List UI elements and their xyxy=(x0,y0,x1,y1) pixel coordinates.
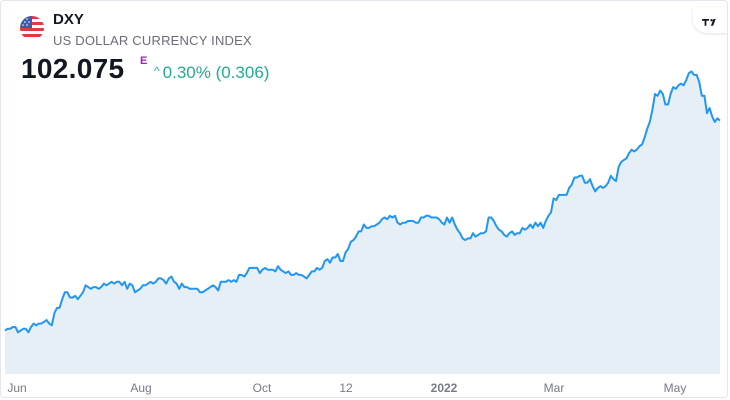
x-axis-tick-label: Oct xyxy=(253,381,272,395)
price-change: ^ 0.30% (0.306) xyxy=(154,63,269,83)
price-flag-badge: E xyxy=(140,55,148,67)
x-axis-tick-label: 12 xyxy=(339,381,353,395)
symbol-description: US DOLLAR CURRENCY INDEX xyxy=(53,33,252,48)
symbol-ticker[interactable]: DXY xyxy=(53,11,84,28)
x-axis-tick-label: Mar xyxy=(544,381,565,395)
time-axis: Jun Aug Oct 12 2022 Mar May xyxy=(7,381,686,395)
price-area-fill xyxy=(5,71,720,375)
price-series-line xyxy=(4,70,721,334)
us-flag-icon xyxy=(20,16,44,40)
x-axis-tick-label: Aug xyxy=(130,381,151,395)
x-axis-tick-label: 2022 xyxy=(431,381,458,395)
tradingview-logo-icon[interactable] xyxy=(693,7,727,33)
x-axis-tick-label: Jun xyxy=(7,381,26,395)
last-price: 102.075 xyxy=(21,53,125,84)
change-value: 0.30% (0.306) xyxy=(162,63,270,82)
change-up-arrow-icon: ^ xyxy=(154,64,160,78)
x-axis-tick-label: May xyxy=(664,381,687,395)
